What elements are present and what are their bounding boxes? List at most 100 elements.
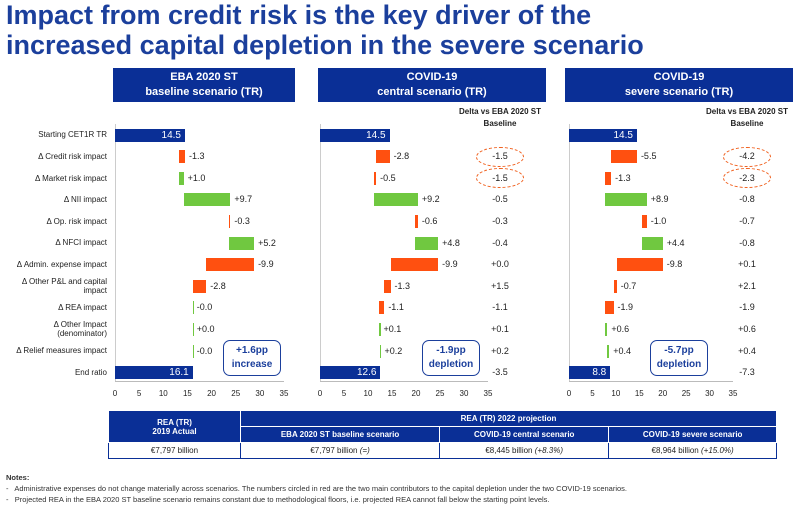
red-circle-highlight (723, 168, 771, 189)
delta-column-header: Delta vs EBA 2020 ST Baseline (706, 107, 788, 128)
bar-negative (376, 150, 390, 164)
bar-positive (379, 344, 382, 358)
data-label: +9.2 (421, 194, 440, 205)
data-label: +8.9 (650, 194, 669, 205)
note-item: - Projected REA in the EBA 2020 ST basel… (6, 495, 550, 504)
bar-positive (192, 344, 195, 358)
delta-value: +0.0 (491, 259, 509, 270)
bar-positive (605, 193, 647, 207)
panel-header: COVID-19 central scenario (TR) (318, 68, 546, 102)
data-label: -1.1 (388, 302, 404, 313)
delta-value: -3.5 (492, 367, 508, 378)
bar-total: 14.5 (569, 128, 637, 142)
red-circle-highlight (723, 146, 771, 167)
bar-positive (178, 171, 184, 185)
bar-negative (613, 279, 617, 293)
data-label: -0.5 (380, 172, 396, 183)
x-tick-label: 10 (363, 389, 373, 398)
rea-table: REA (TR) 2019 Actual REA (TR) 2022 projec… (108, 410, 777, 459)
cell-actual: €7,797 billion (108, 442, 241, 459)
bar-positive (604, 322, 608, 336)
x-tick-label: 15 (387, 389, 397, 398)
bar-negative (616, 258, 663, 272)
bar-positive (192, 322, 195, 336)
x-tick-label: 5 (136, 389, 142, 398)
row-label: End ratio (74, 368, 107, 378)
x-tick-label: 20 (658, 389, 668, 398)
bar-positive (192, 301, 195, 315)
bar-positive (379, 322, 381, 336)
bar-negative (390, 258, 439, 272)
x-tick-label: 30 (459, 389, 469, 398)
bar-negative (192, 279, 207, 293)
row-label: Starting CET1R TR (38, 130, 107, 140)
row-label: Δ NFCI impact (55, 238, 107, 248)
notes: Notes: - Administrative expenses do not … (6, 472, 627, 505)
delta-value: -0.4 (492, 237, 508, 248)
row-label: Δ Op. risk impact (46, 216, 107, 226)
y-axis (320, 124, 321, 382)
title-line-2: increased capital depletion in the sever… (6, 30, 644, 60)
bar-negative (228, 214, 231, 228)
callout-box: -1.9pp depletion (422, 340, 480, 376)
data-label: +5.2 (258, 237, 276, 248)
x-tick-label: 25 (231, 389, 241, 398)
x-tick-label: 0 (566, 389, 572, 398)
x-tick-label: 15 (182, 389, 192, 398)
bar-negative (605, 171, 612, 185)
data-label: +9.7 (234, 194, 253, 205)
header-rea-projection: REA (TR) 2022 projection (240, 410, 777, 427)
bar-total: 14.5 (115, 128, 185, 142)
data-label: +4.4 (666, 237, 685, 248)
x-tick-label: 20 (411, 389, 421, 398)
callout-box: +1.6pp increase (223, 340, 281, 376)
bar-negative (642, 214, 647, 228)
data-label: -1.3 (189, 151, 205, 162)
row-label: Δ Credit risk impact (38, 152, 107, 162)
x-axis (115, 381, 284, 382)
red-circle-highlight (476, 168, 524, 189)
data-label: -0.7 (620, 280, 637, 291)
x-tick-label: 10 (611, 389, 621, 398)
data-label: -1.9 (617, 302, 634, 313)
data-label: +4.8 (442, 237, 460, 248)
data-label: +0.6 (611, 323, 630, 334)
delta-value: +0.1 (491, 323, 509, 334)
x-axis (569, 381, 733, 382)
row-label: Δ Other P&L and capital impact (21, 277, 107, 296)
bar-negative (415, 214, 418, 228)
x-tick-label: 30 (705, 389, 715, 398)
cell-severe: €8,964 billion (+15.0%) (608, 442, 777, 459)
note-item: - Administrative expenses do not change … (6, 484, 628, 493)
delta-value: -1.9 (739, 302, 755, 313)
bar-total: 14.5 (320, 128, 390, 142)
cell-baseline: €7,797 billion (=) (239, 442, 441, 459)
data-label: +0.0 (196, 323, 215, 334)
data-label: +0.4 (613, 345, 632, 356)
data-label: -0.6 (421, 215, 438, 226)
row-label: Δ NII impact (63, 195, 107, 205)
delta-value: -7.3 (739, 367, 755, 378)
bar-negative (206, 258, 255, 272)
delta-value: -0.7 (739, 215, 755, 226)
callout-box: -5.7pp depletion (650, 340, 708, 376)
y-axis (569, 124, 570, 382)
bar-positive (415, 236, 439, 250)
x-tick-label: 20 (207, 389, 217, 398)
header-baseline: EBA 2020 ST baseline scenario (239, 426, 441, 443)
row-label: Δ Other Impact (denominator) (53, 320, 107, 339)
delta-value: -0.8 (739, 194, 755, 205)
delta-value: +2.1 (738, 280, 756, 291)
data-label: -5.5 (640, 151, 657, 162)
title-line-1: Impact from credit risk is the key drive… (6, 0, 592, 30)
delta-value: -0.8 (739, 237, 755, 248)
x-tick-label: 35 (483, 389, 493, 398)
data-label: -1.3 (615, 172, 631, 183)
data-label: -1.0 (650, 215, 667, 226)
x-tick-label: 25 (681, 389, 691, 398)
bar-negative (604, 301, 614, 315)
header-severe: COVID-19 severe scenario (608, 426, 777, 443)
row-label: Δ Admin. expense impact (16, 260, 107, 270)
delta-value: +0.2 (491, 345, 509, 356)
x-tick-label: 0 (317, 389, 323, 398)
